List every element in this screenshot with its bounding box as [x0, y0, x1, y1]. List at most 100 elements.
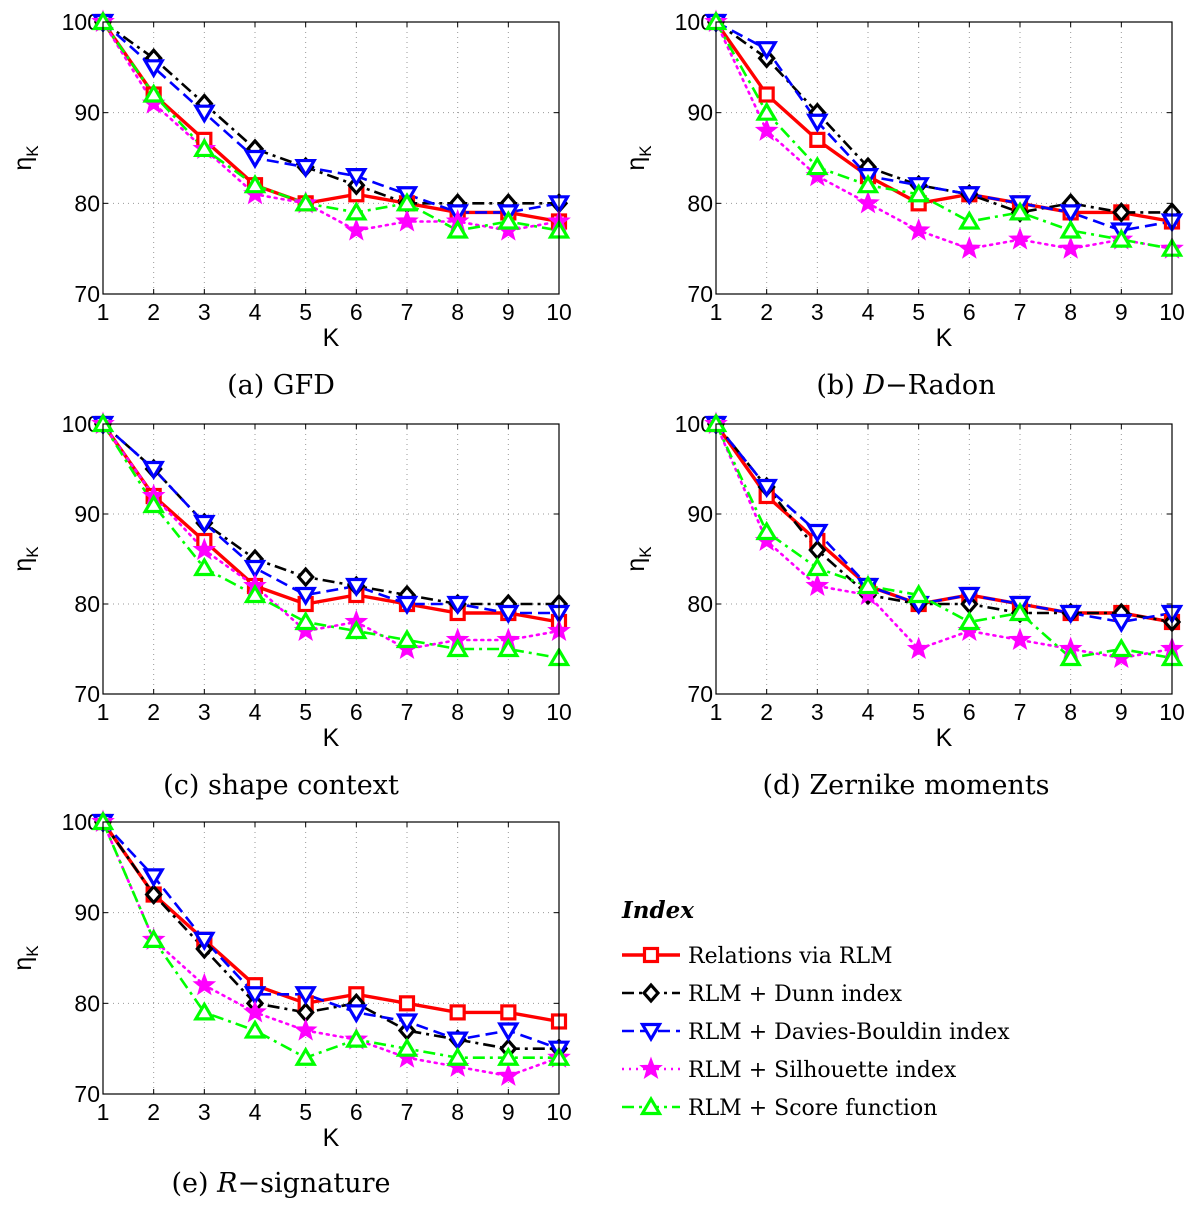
data-point [1059, 646, 1082, 667]
data-point [293, 1018, 318, 1041]
x-axis-label: K [323, 324, 340, 352]
series-4 [101, 820, 561, 1078]
panel-caption: (a) GFD [227, 370, 335, 401]
series-2 [101, 821, 559, 1050]
x-tick-label: 8 [451, 1099, 464, 1125]
x-tick-label: 8 [1064, 699, 1077, 725]
data-point [446, 1046, 469, 1066]
series-1 [714, 21, 1173, 224]
data-point [192, 972, 217, 996]
series-5-markers [91, 810, 571, 1066]
chart-panel-3: 1 2 3 4 5 6 7 8 9 10 70 80 90 100 KηK (c) shape context [9, 411, 572, 801]
series-5-markers [91, 10, 571, 239]
data-point [243, 174, 267, 194]
data-point [142, 59, 165, 79]
data-point [446, 637, 469, 658]
data-point [1008, 601, 1032, 622]
legend-label: RLM + Silhouette index [688, 1058, 957, 1083]
legend-label: RLM + Score function [688, 1096, 937, 1121]
data-point [345, 201, 368, 221]
series-line [101, 821, 559, 1050]
y-axis-label: ηK [9, 945, 42, 971]
y-tick-label: 100 [62, 809, 100, 835]
data-point [193, 556, 216, 577]
series-3 [714, 423, 1173, 624]
data-point [142, 928, 165, 948]
x-tick-label: 10 [1159, 299, 1185, 325]
data-point [446, 1031, 469, 1051]
series-5-markers [91, 412, 571, 667]
series-3 [102, 423, 559, 615]
data-point [1059, 604, 1082, 625]
legend-label: Relations via RLM [688, 944, 893, 969]
legend-entry: RLM + Dunn index [622, 982, 903, 1007]
x-axis-label: K [936, 724, 953, 752]
x-tick-label: 6 [350, 699, 363, 725]
legend-entry: RLM + Score function [622, 1095, 937, 1121]
y-tick-label: 70 [687, 681, 713, 707]
x-tick-label: 2 [147, 699, 160, 725]
x-tick-label: 9 [502, 699, 515, 725]
series-3 [102, 21, 560, 214]
data-point [906, 636, 931, 660]
x-tick-label: 4 [249, 1099, 262, 1125]
legend-marker [641, 982, 661, 1004]
y-tick-label: 90 [687, 100, 713, 126]
series-5-markers [704, 412, 1184, 667]
data-point [446, 595, 469, 616]
data-point [395, 192, 419, 212]
y-axis-label: ηK [9, 546, 42, 572]
x-tick-label: 7 [401, 299, 414, 325]
data-point [193, 1001, 216, 1021]
y-tick-label: 100 [675, 411, 713, 437]
y-tick-label: 70 [74, 681, 100, 707]
y-tick-label: 70 [687, 281, 713, 307]
series-4 [101, 422, 561, 651]
series-5 [101, 21, 560, 232]
x-tick-label: 9 [1115, 699, 1128, 725]
chart-panel-4: 1 2 3 4 5 6 7 8 9 10 70 80 90 100 KηK (d) Zernike momen… [622, 411, 1185, 801]
series-line [101, 20, 561, 232]
x-tick-label: 8 [451, 699, 464, 725]
data-point [806, 155, 829, 176]
data-point [345, 1028, 368, 1048]
plot-area [103, 822, 559, 1094]
series-line [101, 820, 561, 1078]
series-line [714, 423, 1173, 660]
data-point [856, 574, 880, 595]
data-point [958, 610, 981, 631]
data-point [1059, 219, 1082, 239]
x-tick-label: 5 [912, 299, 925, 325]
x-tick-label: 9 [502, 1099, 515, 1125]
x-tick-label: 3 [198, 1099, 211, 1125]
legend-title: Index [621, 897, 694, 924]
panel-caption: (c) shape context [163, 770, 399, 801]
legend-marker [639, 1095, 663, 1116]
data-point [243, 986, 267, 1006]
data-point [958, 210, 981, 230]
series-3 [715, 20, 1173, 232]
x-axis-label: K [936, 324, 953, 352]
data-point [809, 131, 826, 148]
data-point [958, 586, 981, 607]
data-point [395, 209, 419, 232]
data-point [296, 566, 315, 588]
series-3 [102, 821, 560, 1050]
data-point [345, 1004, 368, 1024]
data-point [294, 158, 317, 179]
plot-frame [102, 821, 560, 1095]
data-point [243, 999, 267, 1023]
x-tick-label: 5 [912, 699, 925, 725]
x-tick-label: 3 [198, 699, 211, 725]
data-point [144, 884, 163, 905]
data-point [395, 628, 419, 649]
x-tick-label: 2 [147, 1099, 160, 1125]
series-4 [714, 20, 1174, 251]
data-point [193, 514, 216, 535]
x-tick-label: 10 [546, 699, 572, 725]
data-point [1008, 201, 1032, 221]
y-tick-label: 80 [74, 591, 100, 617]
x-tick-label: 6 [350, 299, 363, 325]
data-point [1112, 201, 1131, 223]
series-1 [101, 423, 560, 624]
